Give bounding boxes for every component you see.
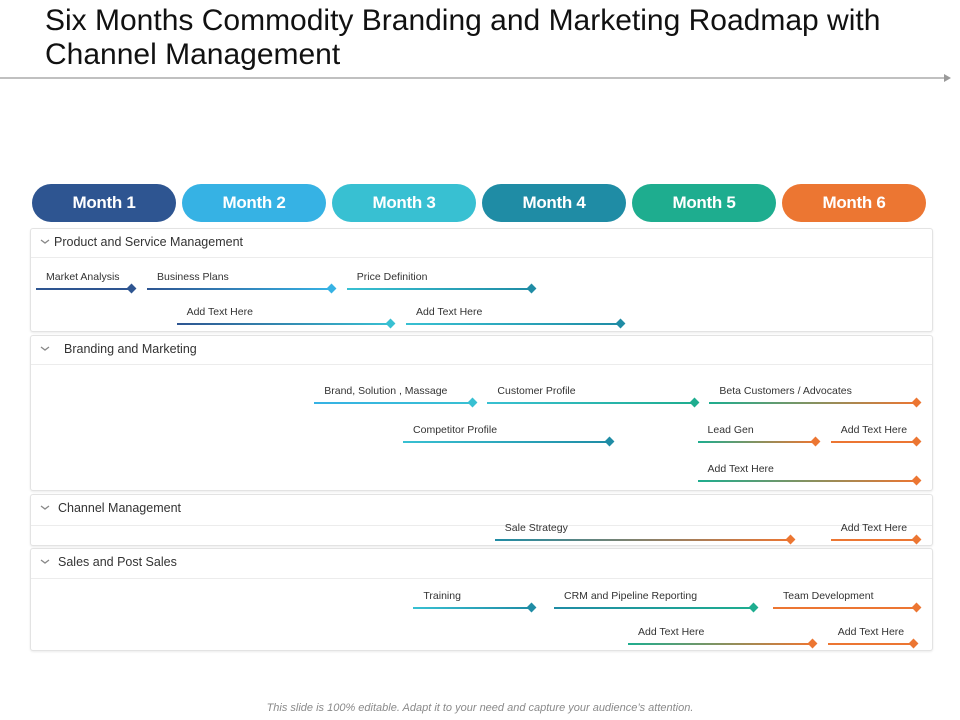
timeline-bar <box>773 607 917 609</box>
bar-label: Sale Strategy <box>504 522 568 534</box>
timeline-bar <box>697 441 816 443</box>
bar-label: Market Analysis <box>46 271 120 283</box>
timeline-bar <box>494 539 791 541</box>
timeline-bar <box>406 323 621 325</box>
bar-label: Brand, Solution , Massage <box>324 385 448 397</box>
timeline-bar <box>487 402 695 404</box>
panel-sales-post-sales: Sales and Post Sales <box>30 548 933 651</box>
panel-channel-management: Channel Management <box>30 494 933 546</box>
panel-title: Branding and Marketing <box>64 342 197 356</box>
chevron-down-icon[interactable] <box>39 504 51 512</box>
panel-branding-marketing: Branding and Marketing <box>30 335 933 491</box>
timeline-bar <box>403 441 611 443</box>
title-rule-arrow <box>0 74 951 82</box>
panel-title: Product and Service Management <box>54 235 243 249</box>
bar-label: Add Text Here <box>638 626 705 638</box>
bar-label: Add Text Here <box>416 306 483 318</box>
bar-label: Beta Customers / Advocates <box>719 385 852 397</box>
bar-label: Add Text Here <box>840 424 908 436</box>
chevron-down-icon[interactable] <box>39 558 51 566</box>
timeline-bar <box>697 480 917 482</box>
month-5-pill: Month 5 <box>632 184 776 222</box>
chevron-down-icon[interactable] <box>39 238 51 246</box>
panel-title: Channel Management <box>58 501 181 515</box>
bar-label: Add Text Here <box>840 522 908 534</box>
chevron-down-icon[interactable] <box>39 345 51 353</box>
bar-label: Add Text Here <box>707 463 774 475</box>
bar-label: CRM and Pipeline Reporting <box>564 590 698 602</box>
timeline-bar <box>554 607 754 609</box>
panel-title: Sales and Post Sales <box>58 555 177 569</box>
timeline-bar <box>628 643 813 645</box>
bar-label: Customer Profile <box>497 385 576 397</box>
month-2-pill: Month 2 <box>182 184 326 222</box>
bar-label: Team Development <box>783 590 874 602</box>
timeline-bar <box>827 643 914 645</box>
timeline-bar <box>36 288 133 290</box>
bar-label: Training <box>423 590 461 602</box>
month-1-pill: Month 1 <box>32 184 176 222</box>
panel-header: Sales and Post Sales <box>31 549 932 579</box>
bar-label: Lead Gen <box>707 424 754 436</box>
timeline-bar <box>830 441 917 443</box>
month-3-pill: Month 3 <box>332 184 476 222</box>
timeline-bar <box>314 402 473 404</box>
timeline-bar <box>147 288 332 290</box>
timeline-bar <box>413 607 532 609</box>
timeline-bar <box>346 288 532 290</box>
bar-label: Add Text Here <box>186 306 253 318</box>
footer-note: This slide is 100% editable. Adapt it to… <box>266 702 694 714</box>
panel-header: Product and Service Management <box>31 229 932 258</box>
bar-label: Add Text Here <box>837 626 905 638</box>
timeline-bar <box>709 402 917 404</box>
bar-label: Price Definition <box>356 271 428 283</box>
month-6-pill: Month 6 <box>782 184 926 222</box>
month-4-pill: Month 4 <box>482 184 626 222</box>
panel-header: Channel Management <box>31 495 932 526</box>
month-header-row: Month 1 Month 2 Month 3 Month 4 Month 5 … <box>32 184 928 222</box>
bar-label: Business Plans <box>157 271 229 283</box>
panel-header: Branding and Marketing <box>31 336 932 365</box>
bar-label: Competitor Profile <box>413 424 498 436</box>
timeline-bar <box>830 539 917 541</box>
panel-product-service-management: Product and Service Management <box>30 228 933 332</box>
page-title: Six Months Commodity Branding and Market… <box>45 4 881 71</box>
timeline-bar <box>176 323 392 325</box>
